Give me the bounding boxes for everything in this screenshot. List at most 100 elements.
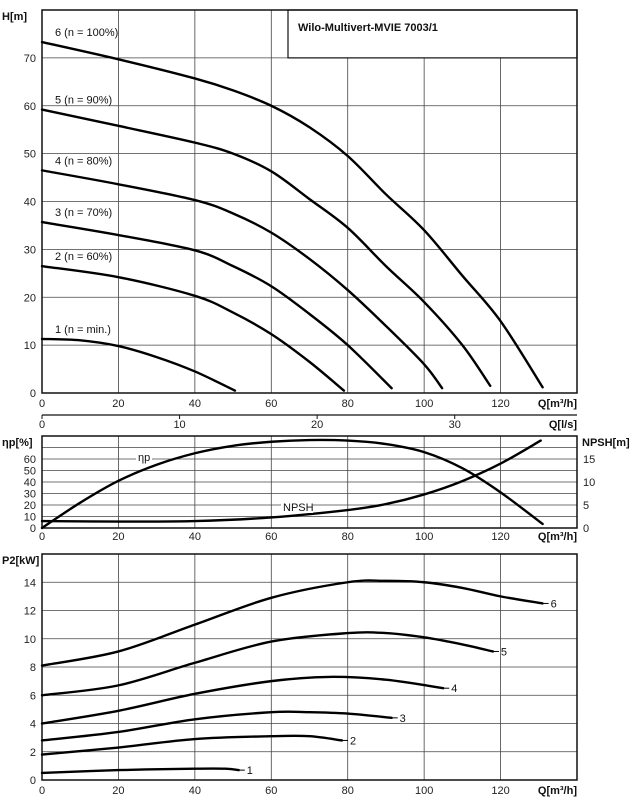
p-y-tick-label: 2 <box>30 747 36 759</box>
h-y-tick-label: 70 <box>24 53 36 65</box>
power-curve-3 <box>40 710 393 742</box>
power-curve-label: 4 <box>451 683 457 695</box>
p-y-tick-label: 6 <box>30 690 36 702</box>
eff-x-tick-label: 100 <box>415 531 433 543</box>
p-y-tick-label: 14 <box>24 577 36 589</box>
p-y-tick-label: 12 <box>24 606 36 618</box>
p-y-axis-label: P2[kW] <box>2 555 40 567</box>
p-y-tick-label: 10 <box>24 634 36 646</box>
h-x-tick-label: 100 <box>415 398 433 410</box>
power-curve-5 <box>40 631 495 697</box>
head-chart: Wilo-Multivert-MVIE 7003/10 20 40 60 80 100 12… <box>2 9 578 431</box>
h-x-tick-label: 0 <box>39 398 45 410</box>
h-y-tick-label: 60 <box>24 101 36 113</box>
h-x-tick-label: 80 <box>342 398 354 410</box>
power-curve-label: 5 <box>501 646 507 658</box>
p-x-tick-label: 100 <box>415 785 433 797</box>
npsh-label-bg <box>281 501 313 513</box>
head-curve-label: 4 (n = 80%) <box>55 155 112 167</box>
h-y-tick-label: 20 <box>24 292 36 304</box>
eff-x-tick-label: 20 <box>112 531 124 543</box>
efficiency-curve <box>40 438 544 530</box>
h-x-tick-label: 60 <box>265 398 277 410</box>
ls-tick-label: 20 <box>311 419 323 431</box>
power-curve-4 <box>40 675 445 725</box>
npsh-y-tick-label: 0 <box>583 523 589 535</box>
power-curve-label: 3 <box>400 713 406 725</box>
ls-tick-label: 30 <box>449 419 461 431</box>
efficiency-curve-label: ηp <box>138 452 150 464</box>
eff-y-axis-label: ηp[%] <box>2 437 33 449</box>
h-y-tick-label: 40 <box>24 197 36 209</box>
eff-y-tick-label: 60 <box>24 454 36 466</box>
head-curve-1 <box>40 337 237 392</box>
h-frame <box>41 9 578 394</box>
eff-x-tick-label: 80 <box>342 531 354 543</box>
h-x-tick-label: 20 <box>112 398 124 410</box>
title-box <box>287 9 578 59</box>
eff-y-tick-label: 0 <box>30 523 36 535</box>
npsh-y-tick-label: 10 <box>583 477 595 489</box>
p-y-tick-label: 0 <box>30 775 36 787</box>
head-curve-4 <box>40 169 444 390</box>
eff-y-tick-label: 30 <box>24 489 36 501</box>
eff-x-tick-label: 120 <box>491 531 509 543</box>
p-x-tick-label: 0 <box>39 785 45 797</box>
power-chart: 0 20 40 60 80 100 12002468101214P2[kW]Q[m³/h]6… <box>2 553 578 797</box>
p-y-tick-label: 4 <box>30 719 36 731</box>
h-y-tick-label: 10 <box>24 340 36 352</box>
ls-tick-label: 10 <box>173 419 185 431</box>
p-x-tick-label: 120 <box>491 785 509 797</box>
eff-x-tick-label: 40 <box>189 531 201 543</box>
power-curve-1 <box>40 767 241 775</box>
eff-y-tick-label: 50 <box>24 466 36 478</box>
eff-y-tick-label: 10 <box>24 512 36 524</box>
eff-y-tick-label: 20 <box>24 500 36 512</box>
power-curve-2 <box>40 734 344 756</box>
eff-x-tick-label: 0 <box>39 531 45 543</box>
p-x-axis-label: Q[m³/h] <box>538 785 577 797</box>
ls-tick-label: 0 <box>39 419 45 431</box>
power-curve-label: 2 <box>350 735 356 747</box>
npsh-y-tick-label: 5 <box>583 500 589 512</box>
head-curve-label: 1 (n = min.) <box>55 324 111 336</box>
head-curve-label: 6 (n = 100%) <box>55 27 118 39</box>
power-curve-6 <box>40 579 544 667</box>
npsh-curve-label: NPSH <box>283 502 314 514</box>
head-curve-5 <box>40 108 492 388</box>
eff-frame <box>41 435 578 529</box>
head-curve-label: 2 (n = 60%) <box>55 251 112 263</box>
npsh-y-tick-label: 15 <box>583 454 595 466</box>
p-x-tick-label: 80 <box>342 785 354 797</box>
chart-title: Wilo-Multivert-MVIE 7003/1 <box>298 22 438 34</box>
ls-axis-label: Q[l/s] <box>549 419 577 431</box>
h-y-axis-label: H[m] <box>2 11 27 23</box>
eff-y-tick-label: 40 <box>24 477 36 489</box>
h-x-tick-label: 40 <box>189 398 201 410</box>
head-curve-label: 3 (n = 70%) <box>55 207 112 219</box>
p-x-tick-label: 40 <box>189 785 201 797</box>
p-frame <box>41 553 578 781</box>
head-curve-6 <box>40 40 544 389</box>
head-curve-3 <box>40 220 393 390</box>
h-y-tick-label: 50 <box>24 149 36 161</box>
p-y-tick-label: 8 <box>30 662 36 674</box>
eff-x-axis-label: Q[m³/h] <box>538 531 577 543</box>
head-curve-label: 5 (n = 90%) <box>55 95 112 107</box>
npsh-y-axis-label: NPSH[m] <box>582 437 630 449</box>
h-y-tick-label: 0 <box>30 388 36 400</box>
eff-x-tick-label: 60 <box>265 531 277 543</box>
h-x-tick-label: 120 <box>491 398 509 410</box>
h-x-axis-label: Q[m³/h] <box>538 398 577 410</box>
power-curve-label: 6 <box>551 598 557 610</box>
head-curve-2 <box>40 264 346 392</box>
h-y-tick-label: 30 <box>24 244 36 256</box>
p-x-tick-label: 60 <box>265 785 277 797</box>
npsh-curve <box>40 439 542 523</box>
eta-label-bg <box>136 451 152 463</box>
power-curve-label: 1 <box>247 765 253 777</box>
p-x-tick-label: 20 <box>112 785 124 797</box>
